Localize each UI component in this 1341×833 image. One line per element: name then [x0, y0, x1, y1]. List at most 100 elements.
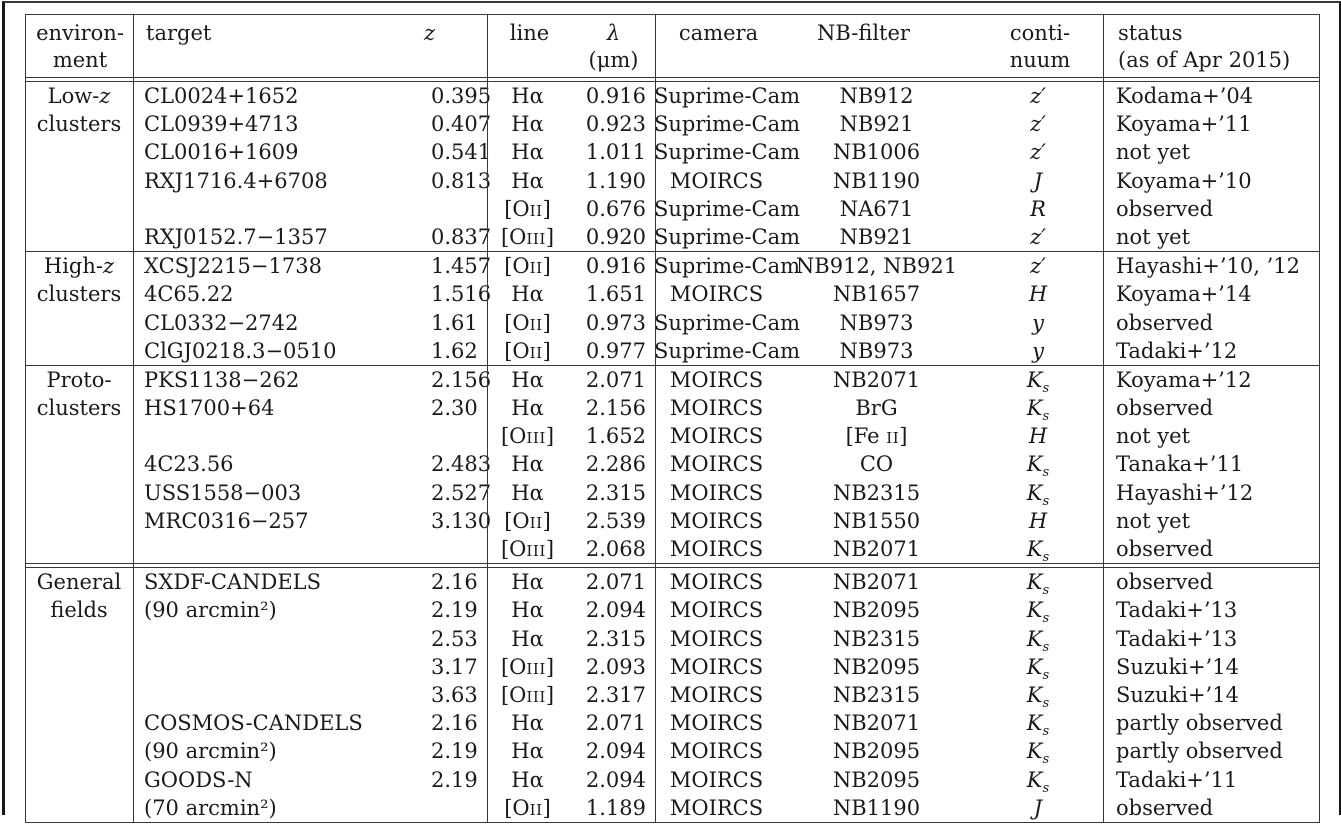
cell-cam: Suprime-Cam — [654, 196, 801, 221]
cell-target — [132, 625, 409, 653]
table-row: RXJ0152.7−1357 0.837 [OIII] 0.920 Suprime-Ca… — [132, 223, 1319, 251]
table-row: RXJ1716.4+6708 0.813 Hα 1.190 MOIRCS NB1190 J K… — [132, 167, 1319, 195]
cell-z: 2.30 — [431, 396, 478, 421]
cell-cam: MOIRCS — [669, 396, 764, 421]
cell-target: ClGJ0218.3−0510 — [144, 338, 337, 363]
header-status-line2: (as of Apr 2015) — [1118, 48, 1291, 72]
cell-cont: Ks — [1026, 452, 1050, 481]
column-rule-continuum — [1102, 15, 1104, 822]
cell-nb: NA671 — [839, 196, 914, 221]
cell-cam: Suprime-Cam — [654, 338, 801, 363]
cell-nb: NB2071 — [832, 367, 921, 392]
cell-cont: z′ — [1030, 224, 1046, 249]
cell-status: not yet — [1116, 140, 1191, 165]
cell-lam: 2.094 — [585, 767, 646, 792]
cell-cont: J — [1033, 168, 1043, 193]
cell-z: 0.541 — [431, 140, 492, 165]
cell-status: observed — [1116, 795, 1214, 820]
cell-cont: H — [1028, 424, 1048, 449]
cell-z: 2.19 — [431, 767, 478, 792]
cell-z: 1.516 — [431, 282, 492, 307]
cell-line: [OIII] — [500, 654, 555, 679]
cell-cam: Suprime-Cam — [654, 224, 801, 249]
cell-status: Tadaki+’13 — [1116, 626, 1238, 651]
environment-cell: Low-z clusters — [36, 84, 122, 137]
cell-z: 2.527 — [431, 480, 492, 505]
header-continuum: conti- nuum — [976, 15, 1104, 77]
cell-line: Hα — [511, 84, 544, 108]
cell-lam: 2.539 — [585, 508, 646, 533]
cell-nb: CO — [859, 452, 894, 477]
header-lambda-unit: (μm) — [588, 48, 639, 72]
cell-cont: Ks — [1026, 598, 1050, 627]
cell-target: (70 arcmin²) — [144, 795, 277, 820]
table-section: Proto-clusters PKS1138−262 2.156 Hα 2.071 MOI… — [26, 366, 1319, 565]
cell-line: Hα — [511, 282, 544, 307]
table-row: 4C65.22 1.516 Hα 1.651 MOIRCS NB1657 H Koyama+’… — [132, 280, 1319, 308]
cell-status: Tanaka+’11 — [1116, 452, 1244, 477]
cell-target — [132, 681, 409, 709]
cell-line: [OII] — [504, 254, 551, 279]
cell-z: 3.130 — [431, 508, 492, 533]
table-row: COSMOS-CANDELS 2.16 Hα 2.071 MOIRCS NB2071 Ks p… — [132, 709, 1319, 740]
header-line: line — [509, 21, 550, 45]
header-camera: camera — [678, 21, 759, 45]
cell-z: 2.156 — [431, 367, 492, 392]
cell-z — [409, 794, 486, 822]
cell-cam: Suprime-Cam — [654, 254, 801, 279]
cell-cont: Ks — [1026, 767, 1050, 796]
cell-nb: NB2071 — [832, 537, 921, 561]
cell-target: USS1558−003 — [144, 480, 302, 505]
header-environment-line2: ment — [52, 48, 108, 72]
cell-status: Tadaki+’12 — [1116, 338, 1238, 363]
table-row: (90 arcmin²) 2.19 Hα 2.094 MOIRCS NB2095 Ks Tad… — [132, 596, 1319, 627]
cell-nb: NB2315 — [832, 480, 921, 505]
section-separator — [26, 364, 1319, 366]
table-row: CL0332−2742 1.61 [OII] 0.973 Suprime-Cam NB97… — [132, 309, 1319, 337]
cell-nb: NB1550 — [832, 508, 921, 533]
cell-cont: Ks — [1026, 711, 1050, 740]
header-status: status (as of Apr 2015) — [1104, 15, 1321, 77]
header-double-rule — [26, 77, 1319, 82]
cell-lam: 1.652 — [585, 424, 646, 449]
section-separator — [26, 563, 1319, 569]
cell-lam: 2.071 — [585, 711, 646, 736]
cell-nb: NB2095 — [832, 654, 921, 679]
cell-lam: 2.071 — [585, 367, 646, 392]
cell-cont: H — [1028, 282, 1048, 307]
cell-line: [OII] — [504, 338, 551, 363]
column-rule-lambda — [654, 15, 656, 822]
table-header: environ- ment target z line λ (μm) camer… — [26, 15, 1319, 77]
cell-cont: J — [1033, 795, 1043, 820]
cell-target: 4C23.56 — [144, 452, 234, 477]
cell-cont: Ks — [1026, 682, 1050, 712]
cell-lam: 0.923 — [585, 112, 646, 137]
table-row: 3.63 [OIII] 2.317 MOIRCS NB2315 Ks Suzuki+’14 — [132, 681, 1319, 712]
cell-line: Hα — [511, 570, 544, 595]
cell-line: Hα — [511, 396, 544, 421]
table-row: 4C23.56 2.483 Hα 2.286 MOIRCS CO Ks Tanaka+’11 — [132, 450, 1319, 481]
cell-cam: MOIRCS — [669, 626, 764, 651]
cell-nb: [Fe II] — [845, 424, 908, 449]
cell-z: 1.61 — [431, 310, 478, 335]
cell-status: observed — [1116, 396, 1214, 421]
slide-frame — [2, 1, 1341, 815]
cell-line: [OII] — [504, 310, 551, 335]
section-separator — [26, 251, 1319, 253]
cell-cam: Suprime-Cam — [654, 112, 801, 137]
cell-cont: R — [1030, 196, 1046, 221]
cell-cam: MOIRCS — [669, 452, 764, 477]
cell-cam: MOIRCS — [669, 795, 764, 820]
cell-line: Hα — [511, 112, 544, 137]
cell-z: 0.395 — [431, 84, 492, 108]
table-row: CL0016+1609 0.541 Hα 1.011 Suprime-Cam NB1006… — [132, 138, 1319, 166]
cell-status: not yet — [1116, 424, 1191, 449]
cell-line: Hα — [511, 739, 544, 764]
cell-nb: NB1657 — [832, 282, 921, 307]
cell-target: COSMOS-CANDELS — [144, 711, 363, 736]
cell-cam: MOIRCS — [669, 598, 764, 623]
cell-nb: NB2095 — [832, 739, 921, 764]
cell-z: 3.63 — [431, 682, 478, 707]
cell-lam: 2.315 — [585, 480, 646, 505]
